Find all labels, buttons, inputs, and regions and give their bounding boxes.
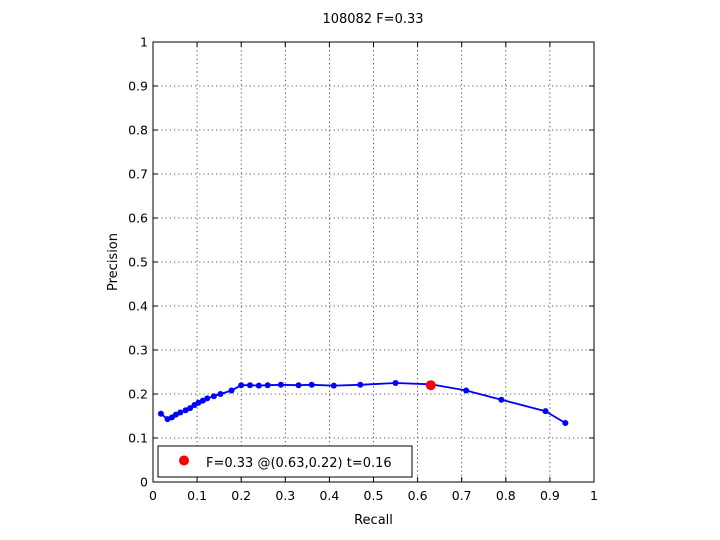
legend-marker bbox=[179, 455, 189, 466]
data-point bbox=[238, 382, 245, 389]
data-point bbox=[308, 381, 315, 388]
x-tick-label: 0.5 bbox=[364, 488, 384, 503]
x-tick-label: 0.3 bbox=[275, 488, 295, 503]
data-point bbox=[562, 420, 569, 427]
grid bbox=[153, 42, 594, 482]
y-tick-label: 0 bbox=[140, 475, 148, 490]
data-point bbox=[187, 405, 194, 412]
data-point bbox=[357, 381, 364, 388]
data-series bbox=[157, 380, 569, 427]
x-tick-label: 0.1 bbox=[187, 488, 207, 503]
y-tick-label: 0.4 bbox=[128, 299, 148, 314]
x-tick-label: 0.9 bbox=[540, 488, 560, 503]
data-point bbox=[542, 408, 549, 415]
y-tick-label: 0.6 bbox=[128, 211, 148, 226]
x-tick-label: 0.8 bbox=[496, 488, 516, 503]
legend-box bbox=[157, 445, 413, 478]
x-tick-label: 0.6 bbox=[408, 488, 428, 503]
y-tick-label: 0.3 bbox=[128, 343, 148, 358]
data-point bbox=[247, 382, 254, 389]
series-line bbox=[160, 382, 566, 424]
data-point bbox=[210, 393, 217, 400]
chart-title: 108082 F=0.33 bbox=[322, 12, 423, 27]
y-tick-label: 0.7 bbox=[128, 167, 148, 182]
x-tick-label: 0.4 bbox=[319, 488, 339, 503]
data-point bbox=[157, 410, 164, 417]
y-axis-label: Precision bbox=[106, 233, 121, 291]
data-point bbox=[264, 382, 271, 389]
axis-ticks: 0 0.1 0.2 0.3 0.4 0.5 0.6 0.7 0.8 0.9 1 0 0.1 0.2 0.3 0… bbox=[128, 35, 598, 504]
data-point bbox=[204, 395, 211, 402]
legend: F=0.33 @(0.63,0.22) t=0.16 bbox=[157, 445, 413, 478]
data-point bbox=[277, 381, 284, 388]
x-tick-label: 0.7 bbox=[452, 488, 472, 503]
data-point bbox=[498, 396, 505, 403]
best-f-point bbox=[425, 380, 436, 391]
data-point bbox=[295, 382, 302, 389]
x-tick-label: 0.2 bbox=[231, 488, 251, 503]
x-axis-label: Recall bbox=[354, 513, 393, 528]
data-point bbox=[392, 380, 399, 386]
y-tick-label: 0.1 bbox=[128, 431, 148, 446]
x-tick-label: 1 bbox=[590, 488, 598, 503]
legend-label: F=0.33 @(0.63,0.22) t=0.16 bbox=[206, 456, 392, 471]
data-point bbox=[217, 391, 224, 397]
y-tick-label: 0.2 bbox=[128, 387, 148, 402]
y-tick-label: 0.9 bbox=[128, 79, 148, 94]
data-point bbox=[228, 387, 235, 394]
data-point bbox=[463, 387, 470, 394]
data-point bbox=[330, 382, 337, 389]
data-point bbox=[255, 382, 262, 389]
data-point bbox=[177, 409, 184, 416]
y-tick-label: 1 bbox=[140, 35, 148, 50]
x-tick-label: 0 bbox=[149, 488, 157, 503]
y-tick-label: 0.5 bbox=[128, 255, 148, 270]
y-tick-label: 0.8 bbox=[128, 123, 148, 138]
